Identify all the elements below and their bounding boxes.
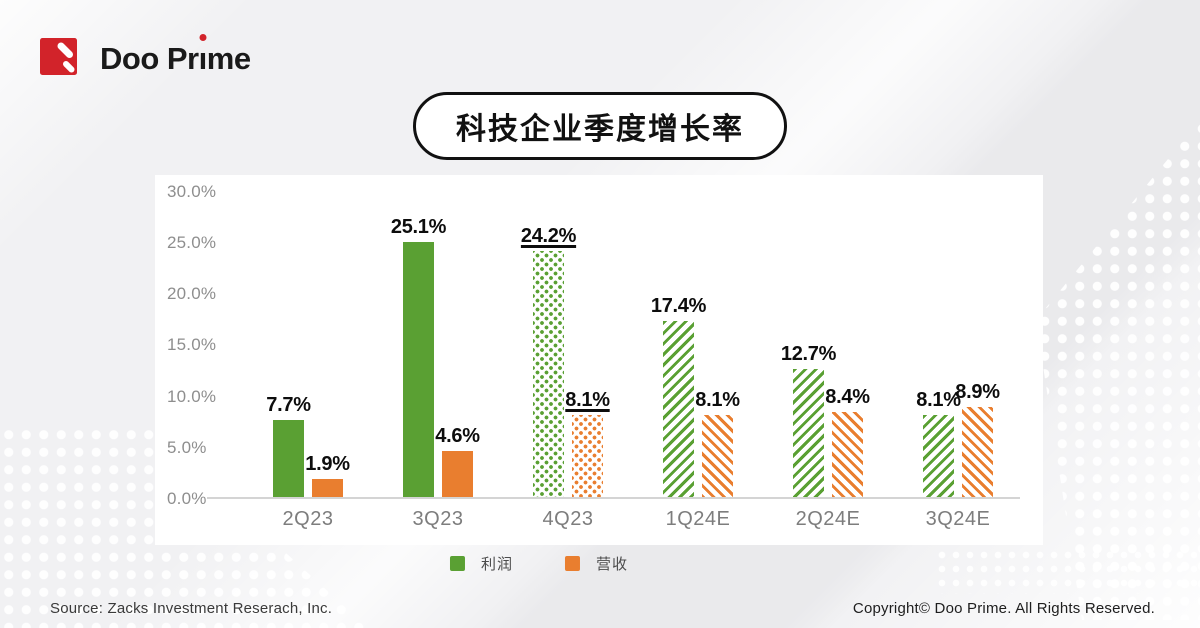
bar-revenue-1Q24E: 8.1% bbox=[695, 389, 740, 498]
bar-value-label: 8.4% bbox=[825, 386, 870, 409]
bar-value-label: 1.9% bbox=[305, 452, 350, 475]
x-axis-label-4Q23: 4Q23 bbox=[542, 508, 594, 530]
bar-revenue-4Q23: 8.1% bbox=[565, 389, 610, 498]
x-axis: 2Q23 3Q23 4Q23 1Q24E 2Q24E 3Q24E bbox=[207, 508, 1020, 531]
plot-area: 7.7% 1.9% 25.1% 4.6% 24.2% 8.1% 17.4% 8.1% 12.7%… bbox=[207, 192, 1020, 498]
bar-value-label: 12.7% bbox=[780, 342, 837, 365]
bar-revenue-3Q23: 4.6% bbox=[435, 425, 480, 498]
x-axis-label-3Q24E: 3Q24E bbox=[925, 508, 991, 530]
logo-red-dot-i: ı bbox=[198, 40, 208, 76]
bar-revenue-3Q24E: 8.9% bbox=[955, 381, 1000, 498]
bar-group-2Q24E: 12.7% 8.4% bbox=[763, 192, 893, 498]
y-axis-tick: 0.0% bbox=[167, 488, 207, 508]
bar-value-label: 8.9% bbox=[955, 381, 1000, 404]
x-axis-label-2Q23: 2Q23 bbox=[282, 508, 334, 530]
bar-value-label: 8.1% bbox=[695, 389, 740, 412]
y-axis-tick: 20.0% bbox=[167, 284, 217, 304]
bar-profit-1Q24E: 17.4% bbox=[651, 295, 706, 498]
x-axis-label-1Q24E: 1Q24E bbox=[665, 508, 731, 530]
bar-value-label: 7.7% bbox=[266, 393, 311, 416]
bar-group-3Q23: 25.1% 4.6% bbox=[373, 192, 503, 498]
y-axis-tick: 15.0% bbox=[167, 335, 217, 355]
y-axis-tick: 30.0% bbox=[167, 182, 217, 201]
bar-value-label: 8.1% bbox=[916, 389, 961, 412]
legend-item-revenue: 营收 bbox=[565, 553, 628, 574]
source-note: Source: Zacks Investment Reserach, Inc. bbox=[50, 600, 333, 617]
legend-label-revenue: 营收 bbox=[596, 556, 629, 573]
doo-prime-logo-icon bbox=[40, 38, 77, 75]
x-axis-label-3Q23: 3Q23 bbox=[412, 508, 464, 530]
bar-group-4Q23: 24.2% 8.1% bbox=[503, 192, 633, 498]
bar-group-2Q23: 7.7% 1.9% bbox=[243, 192, 373, 498]
chart-title: 科技企业季度增长率 bbox=[413, 92, 787, 160]
bar-value-label: 4.6% bbox=[435, 425, 480, 448]
y-axis-tick: 25.0% bbox=[167, 233, 217, 253]
bar-revenue-2Q23: 1.9% bbox=[305, 453, 350, 498]
legend-item-profit: 利润 bbox=[449, 553, 513, 574]
bar-value-label: 25.1% bbox=[390, 216, 447, 238]
y-axis: 30.0% 25.0% 20.0% 15.0% 10.0% 5.0% 0.0% bbox=[167, 183, 239, 507]
bar-value-label: 17.4% bbox=[650, 294, 707, 317]
legend-label-profit: 利润 bbox=[480, 556, 513, 573]
x-axis-label-2Q24E: 2Q24E bbox=[795, 508, 861, 530]
bar-group-3Q24E: 8.1% 8.9% bbox=[893, 192, 1023, 498]
y-axis-tick: 5.0% bbox=[167, 437, 207, 457]
legend-swatch-revenue bbox=[565, 556, 580, 571]
bar-value-label: 24.2% bbox=[520, 225, 577, 248]
bar-value-label: 8.1% bbox=[565, 389, 610, 412]
bar-group-1Q24E: 17.4% 8.1% bbox=[633, 192, 763, 498]
bar-profit-3Q24E: 8.1% bbox=[916, 389, 961, 498]
chart-card: 30.0% 25.0% 20.0% 15.0% 10.0% 5.0% 0.0% 7.7% 1.… bbox=[155, 175, 1043, 545]
bar-profit-4Q23: 24.2% bbox=[521, 225, 576, 498]
copyright-note: Copyright© Doo Prime. All Rights Reserve… bbox=[852, 600, 1155, 617]
bar-profit-2Q23: 7.7% bbox=[266, 394, 311, 498]
bar-profit-3Q23: 25.1% bbox=[391, 216, 446, 498]
y-axis-tick: 10.0% bbox=[167, 386, 217, 406]
bar-profit-2Q24E: 12.7% bbox=[781, 343, 836, 498]
chart-legend: 利润 营收 bbox=[449, 553, 628, 574]
bar-revenue-2Q24E: 8.4% bbox=[825, 386, 870, 498]
doo-prime-logo-text: Doo Prıme bbox=[100, 40, 251, 76]
x-axis-line bbox=[207, 497, 1020, 499]
dot-pattern-right bbox=[1036, 120, 1200, 620]
legend-swatch-profit bbox=[449, 556, 465, 571]
dot-pattern-bottom-right bbox=[935, 548, 1197, 594]
doo-prime-logo: Doo Prıme bbox=[40, 33, 251, 79]
